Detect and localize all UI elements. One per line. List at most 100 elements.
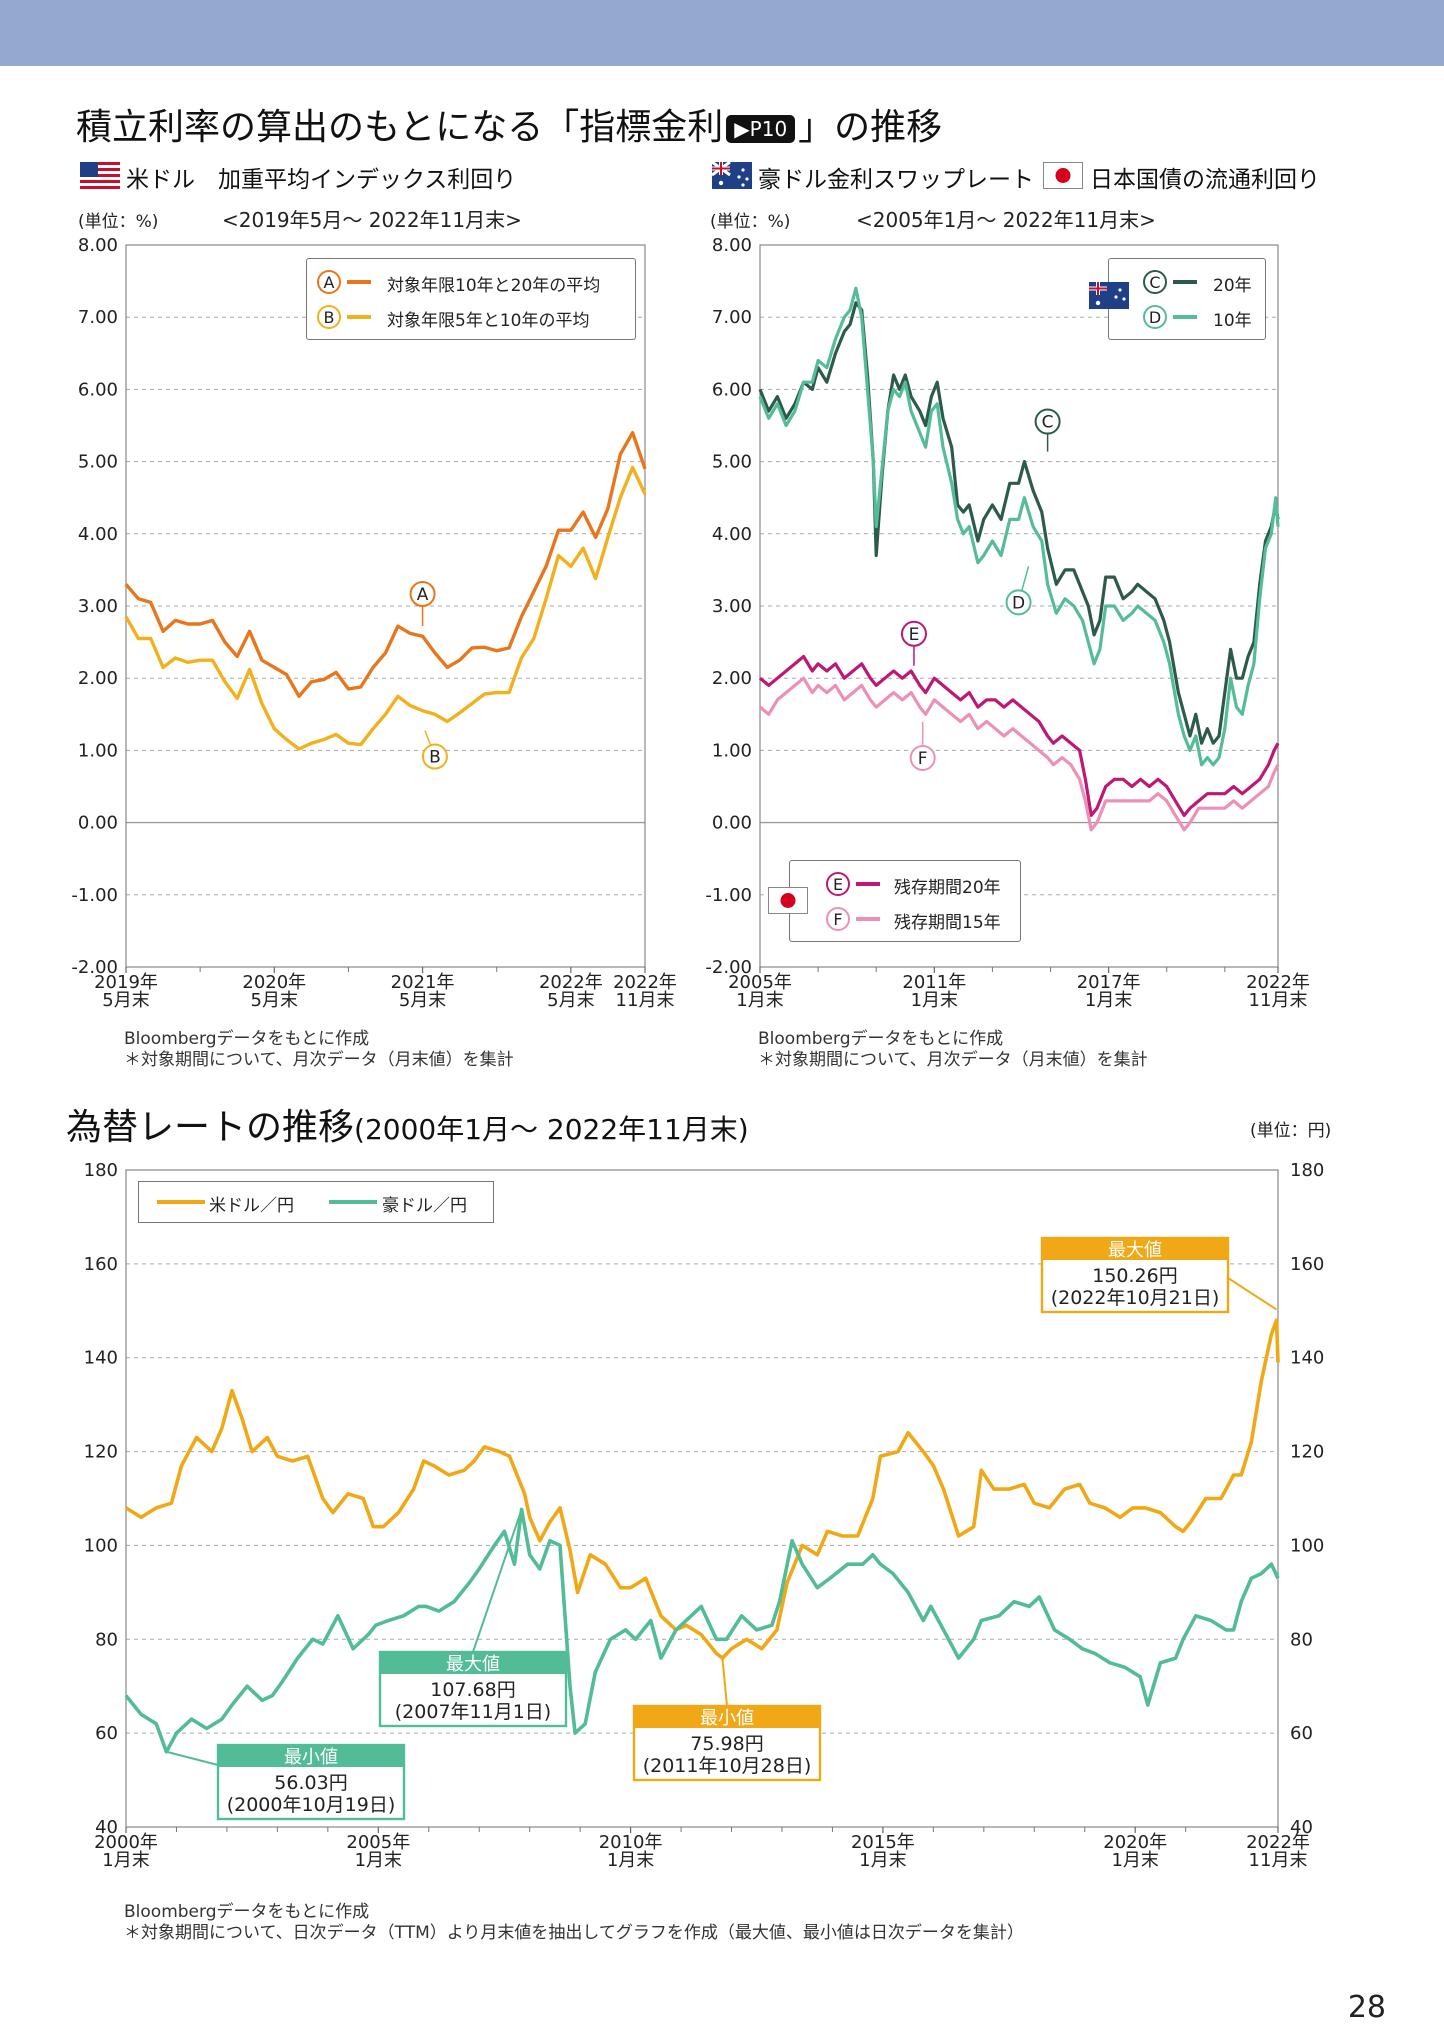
chart2-ytick-label: -1.00 <box>705 885 752 906</box>
fx-legend-keys <box>157 1200 377 1204</box>
chart2-series-F <box>758 676 1280 832</box>
legend-e-circle <box>826 872 850 896</box>
fx-ytick-label: 100 <box>84 1535 118 1556</box>
chart2-plot-frame <box>759 244 1279 968</box>
chart1-xtick-label: 2022年 <box>539 972 603 993</box>
chart1-xtick-sublabel: 11月末 <box>616 990 675 1011</box>
fx-ytick-label: 160 <box>84 1254 118 1275</box>
chart1-series-B <box>124 465 647 751</box>
section1-title-suffix: 」の推移 <box>798 107 943 148</box>
fx-ytick-label-right: 100 <box>1290 1535 1324 1556</box>
chart2-legend-jp: E F 残存期間20年 残存期間15年 <box>768 860 1021 942</box>
header-band <box>0 0 1444 66</box>
chart1-xtick-label: 2020年 <box>242 972 306 993</box>
fx-source: Bloombergデータをもとに作成 ＊対象期間について、日次データ（TTM）よ… <box>124 1902 1024 1944</box>
page-ref-badge[interactable]: ▶P10 <box>726 115 796 143</box>
chart2-series-D <box>758 286 1280 767</box>
legend-e-label: 残存期間20年 <box>894 878 1001 898</box>
legend-b-label: 対象年限5年と10年の平均 <box>387 311 590 331</box>
fx-annot-usd_min-value: 75.98円 <box>690 1733 763 1755</box>
fx-annot-aud_max-title: 最大値 <box>446 1654 500 1675</box>
legend-f-label: 残存期間15年 <box>894 913 1001 933</box>
chart2-period: <2005年1月～ 2022年11月末> <box>856 208 1156 232</box>
chart2-xtick-sublabel: 1月末 <box>1085 990 1132 1011</box>
legend-a-label: 対象年限10年と20年の平均 <box>387 276 601 296</box>
page-number: 28 <box>1347 1990 1386 2025</box>
chart1-ytick-label: 2.00 <box>78 668 118 689</box>
chart1-label-a-letter: A <box>417 585 429 605</box>
chart2-xtick-label: 2022年 <box>1246 972 1310 993</box>
jp-flag-icon-small <box>768 887 808 914</box>
fx-ytick-label: 140 <box>84 1348 118 1369</box>
fx-ytick-label-right: 80 <box>1290 1629 1313 1650</box>
fx-legend: 米ドル／円 豪ドル／円 <box>138 1181 494 1223</box>
chart2-label-c-letter: C <box>1042 413 1054 433</box>
chart2-xtick-label: 2005年 <box>728 972 792 993</box>
fx-xtick-sublabel: 1月末 <box>355 1850 402 1871</box>
chart2-xtick-sublabel: 11月末 <box>1249 990 1308 1011</box>
chart1-label-b-letter: B <box>429 748 441 768</box>
chart1-ytick-label: 8.00 <box>78 235 118 256</box>
chart2-ytick-label: 6.00 <box>712 379 752 400</box>
fx-plot-frame <box>125 1169 1279 1828</box>
legend-e-letter: E <box>833 875 843 894</box>
fx-annot-aud_min-leader <box>166 1750 219 1766</box>
chart2-xtick-sublabel: 1月末 <box>911 990 958 1011</box>
chart2-label-e-circle <box>900 620 927 647</box>
chart2-title-jp: 日本国債の流通利回り <box>1090 167 1320 193</box>
fx-ytick-label: 40 <box>95 1817 118 1838</box>
chart2-ytick-label: 5.00 <box>712 452 752 473</box>
chart2-ytick-label: 0.00 <box>712 813 752 834</box>
fx-annot-usd_min-title: 最小値 <box>700 1708 754 1729</box>
chart2-unit: (単位：%) <box>710 212 791 232</box>
fx-ytick-label-right: 60 <box>1290 1723 1313 1744</box>
legend-d-letter: D <box>1149 308 1161 327</box>
fx-annot-usd_min-header <box>634 1706 820 1728</box>
chart2-label-d-circle <box>1005 589 1032 616</box>
chart1-source-line2: ＊対象期間について、月次データ（月末値）を集計 <box>124 1050 514 1070</box>
fx-xtick-label: 2000年 <box>94 1832 158 1853</box>
fx-annot-usd_max-leader <box>1227 1277 1278 1311</box>
fx-xtick-sublabel: 1月末 <box>607 1850 654 1871</box>
chart2-source-line1: Bloombergデータをもとに作成 <box>758 1029 1004 1049</box>
chart1-ytick-label: -2.00 <box>71 957 118 978</box>
fx-ytick-label: 60 <box>95 1723 118 1744</box>
chart1-xtick-sublabel: 5月末 <box>251 990 298 1011</box>
chart1-xtick-sublabel: 5月末 <box>102 990 149 1011</box>
legend-d-circle <box>1143 305 1167 329</box>
fx-annot-aud_min-header <box>218 1745 404 1767</box>
fx-ytick-label: 180 <box>84 1160 118 1181</box>
au-flag-icon <box>712 162 752 189</box>
legend-b-letter: B <box>324 308 335 327</box>
fx-annot-usd_min-date: (2011年10月28日) <box>643 1755 812 1777</box>
fx-source-line2: ＊対象期間について、日次データ（TTM）より月末値を抽出してグラフを作成（最大値… <box>124 1923 1024 1943</box>
fx-annot-usd_max-value: 150.26円 <box>1092 1265 1177 1287</box>
chart1-ytick-label: 5.00 <box>78 452 118 473</box>
chart2-ytick-label: 1.00 <box>712 740 752 761</box>
chart1-xtick-label: 2019年 <box>94 972 158 993</box>
fx-annot-aud_min-value: 56.03円 <box>274 1772 347 1794</box>
section2-title: 為替レートの推移(2000年1月～ 2022年11月末) <box>66 1098 749 1150</box>
fx-annot-aud_min-title: 最小値 <box>284 1747 338 1768</box>
fx-ytick-label: 120 <box>84 1442 118 1463</box>
fx-xtick-label: 2022年 <box>1246 1832 1310 1853</box>
fx-annot-aud_max-value: 107.68円 <box>430 1679 515 1701</box>
chart2-label-e-letter: E <box>909 625 920 645</box>
chart1-source-line1: Bloombergデータをもとに作成 <box>124 1029 370 1049</box>
chart1-xtick-label: 2021年 <box>391 972 455 993</box>
legend-b-circle <box>317 305 341 329</box>
fx-xtick-sublabel: 1月末 <box>102 1850 149 1871</box>
legend-f-circle <box>826 907 850 931</box>
fx-xtick-label: 2005年 <box>346 1832 410 1853</box>
chart1-ytick-label: 0.00 <box>78 813 118 834</box>
fx-xtick-sublabel: 11月末 <box>1249 1850 1308 1871</box>
chart2-xtick-sublabel: 1月末 <box>736 990 783 1011</box>
fx-source-line1: Bloombergデータをもとに作成 <box>124 1902 370 1922</box>
fx-annot-usd_min-leader <box>721 1658 728 1707</box>
fx-annot-usd_max-title: 最大値 <box>1108 1240 1162 1261</box>
chart1-label-b-circle <box>421 743 448 770</box>
fx-xtick-label: 2020年 <box>1103 1832 1167 1853</box>
section1-title: 積立利率の算出のもとになる「指標金利 ▶P10 」の推移 <box>76 98 942 150</box>
fx-ytick-label-right: 160 <box>1290 1254 1324 1275</box>
